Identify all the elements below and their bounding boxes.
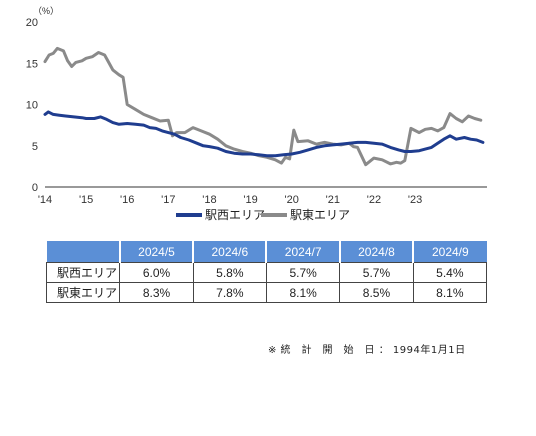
x-tick-label: '16 (120, 194, 134, 206)
x-tick-label: '18 (202, 194, 216, 206)
table-header-month: 2024/9 (412, 241, 487, 263)
x-tick-label: '23 (408, 194, 422, 206)
table-header-month: 2024/5 (118, 241, 194, 263)
y-tick-label: 20 (26, 17, 38, 29)
table-header-month: 2024/8 (338, 241, 414, 263)
y-unit-label: （%） (33, 6, 59, 16)
table-row: 駅東エリア 8.3% 7.8% 8.1% 8.5% 8.1% (45, 282, 488, 303)
series-line-west (43, 110, 485, 158)
table-cell: 5.8% (192, 262, 267, 283)
x-tick-label: '21 (326, 194, 340, 206)
y-tick-label: 0 (32, 182, 38, 194)
x-tick-label: '20 (285, 194, 299, 206)
table-cell: 5.7% (339, 262, 414, 283)
table-cell: 5.7% (265, 262, 341, 283)
series-line-east (43, 46, 483, 167)
table-cell: 8.5% (339, 282, 414, 303)
legend-label-east: 駅東エリア (290, 208, 350, 222)
table-cell: 5.4% (412, 262, 488, 283)
y-tick-label: 5 (32, 141, 38, 153)
x-tick-label: '19 (243, 194, 257, 206)
x-tick-label: '14 (38, 194, 52, 206)
table-cell: 8.3% (119, 282, 194, 303)
row-label: 駅東エリア (45, 282, 121, 303)
table-row: 駅西エリア 6.0% 5.8% 5.7% 5.7% 5.4% (45, 262, 488, 283)
x-tick-label: '22 (367, 194, 381, 206)
legend: 駅西エリア 駅東エリア (176, 208, 350, 222)
x-tick-label: '15 (79, 194, 93, 206)
y-tick-label: 10 (26, 100, 38, 112)
table-cell: 6.0% (119, 262, 194, 283)
y-axis-ticks: 0 5 10 15 20 (26, 17, 38, 194)
table-header-month: 2024/7 (265, 241, 340, 263)
row-label: 駅西エリア (45, 262, 121, 283)
y-tick-label: 15 (26, 58, 38, 70)
table-cell: 8.1% (412, 282, 488, 303)
x-tick-label: '17 (161, 194, 175, 206)
rate-table: 2024/5 2024/6 2024/7 2024/8 2024/9 駅西エリア… (45, 241, 488, 303)
table-header-month: 2024/6 (192, 241, 267, 263)
table-header-blank (46, 241, 120, 263)
stats-start-note: ※ 統 計 開 始 日 ： 1994年1月1日 (268, 345, 466, 356)
series-layer (43, 46, 485, 167)
legend-label-west: 駅西エリア (205, 208, 265, 222)
line-chart: （%） 0 5 10 15 20 '14 '15 '16 '17 '18 '19 '20 '21 '22… (26, 6, 487, 222)
table-cell: 7.8% (192, 282, 267, 303)
table-cell: 8.1% (265, 282, 341, 303)
table-header-row: 2024/5 2024/6 2024/7 2024/8 2024/9 (46, 241, 487, 263)
x-axis-ticks: '14 '15 '16 '17 '18 '19 '20 '21 '22 '23 (38, 194, 422, 206)
